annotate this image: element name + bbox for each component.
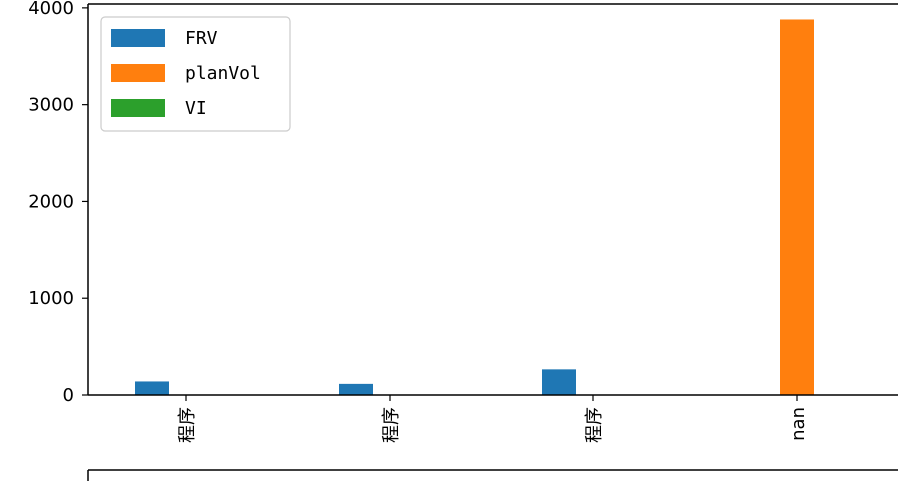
y-tick-label: 3000: [28, 95, 74, 116]
x-category-label: nan: [788, 407, 809, 441]
legend-label: VI: [185, 98, 207, 119]
legend-label: planVol: [185, 63, 261, 84]
legend-swatch-VI: [111, 99, 165, 117]
legend-swatch-FRV: [111, 29, 165, 47]
bar-planVol: [780, 19, 814, 396]
legend-swatch-planVol: [111, 64, 165, 82]
x-category-label: 程序: [584, 407, 605, 443]
bar-FRV: [542, 369, 576, 395]
x-category-label: 程序: [177, 407, 198, 443]
bar-FRV: [135, 381, 169, 395]
bars: [135, 19, 814, 396]
y-tick-label: 1000: [28, 288, 74, 309]
y-ticks: 0 1000 2000 3000 4000: [28, 0, 88, 406]
x-category-label: 程序: [381, 407, 402, 443]
legend-label: FRV: [185, 28, 218, 49]
y-tick-label: 0: [63, 385, 74, 406]
y-tick-label: 4000: [28, 0, 74, 19]
axes: [87, 3, 898, 481]
y-tick-label: 2000: [28, 191, 74, 212]
bar-FRV: [339, 383, 373, 395]
x-ticks: 程序 程序 程序 nan: [177, 395, 809, 443]
legend: FRV planVol VI: [100, 16, 291, 132]
